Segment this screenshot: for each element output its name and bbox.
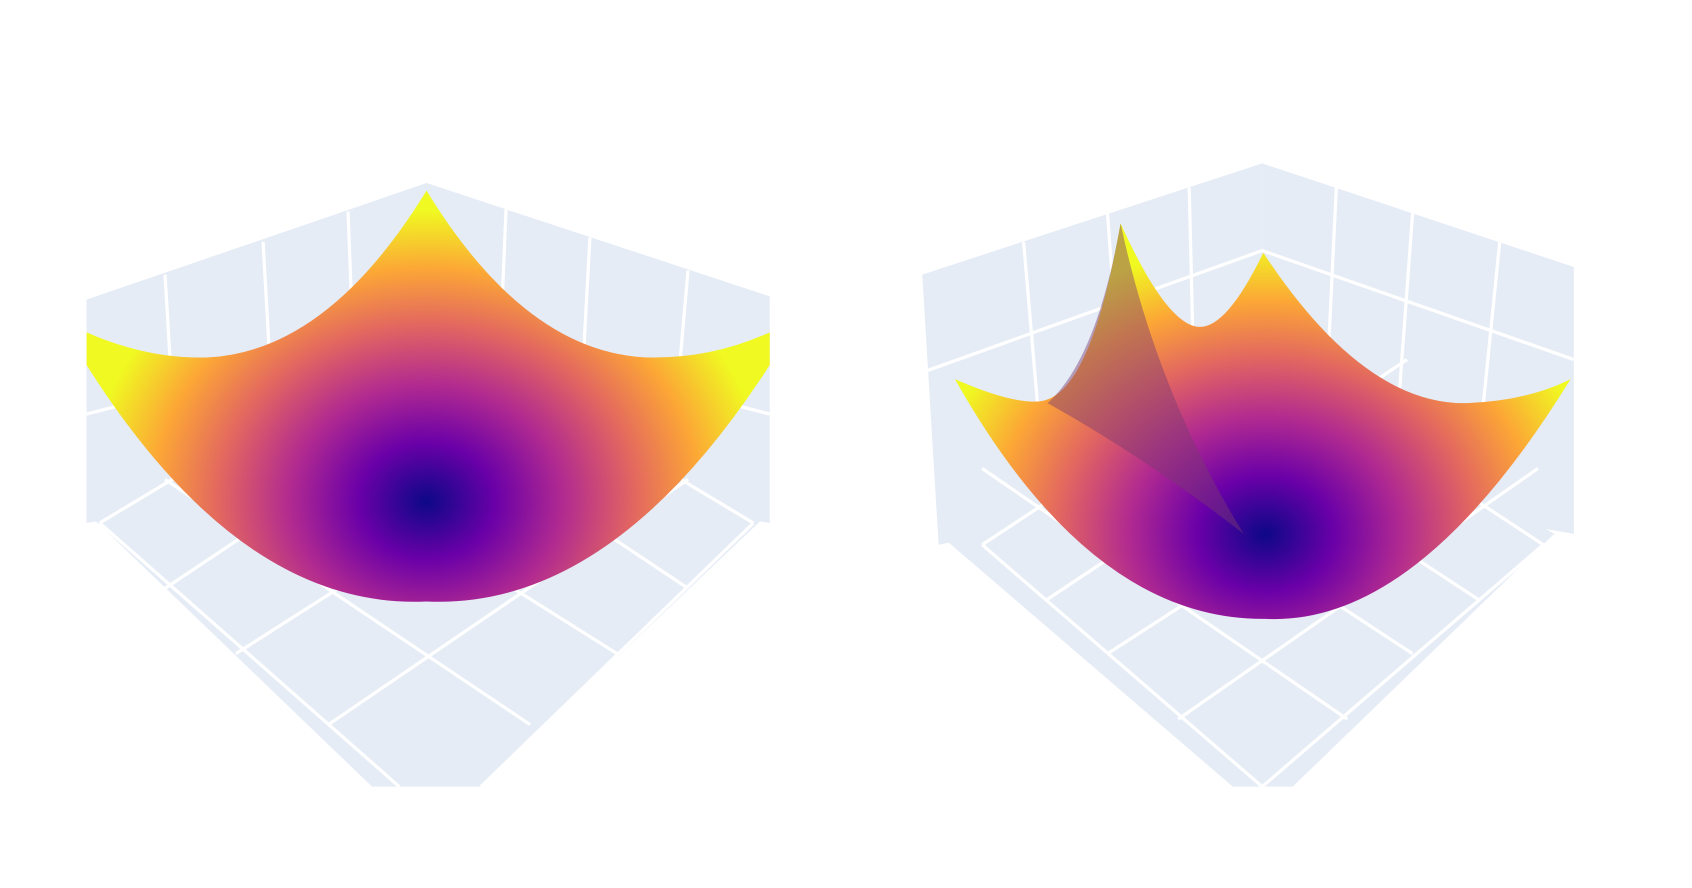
scene [921, 157, 1575, 788]
surface [954, 223, 1571, 620]
surface-fold [1047, 223, 1244, 534]
surface [86, 190, 770, 602]
scene [86, 175, 771, 788]
